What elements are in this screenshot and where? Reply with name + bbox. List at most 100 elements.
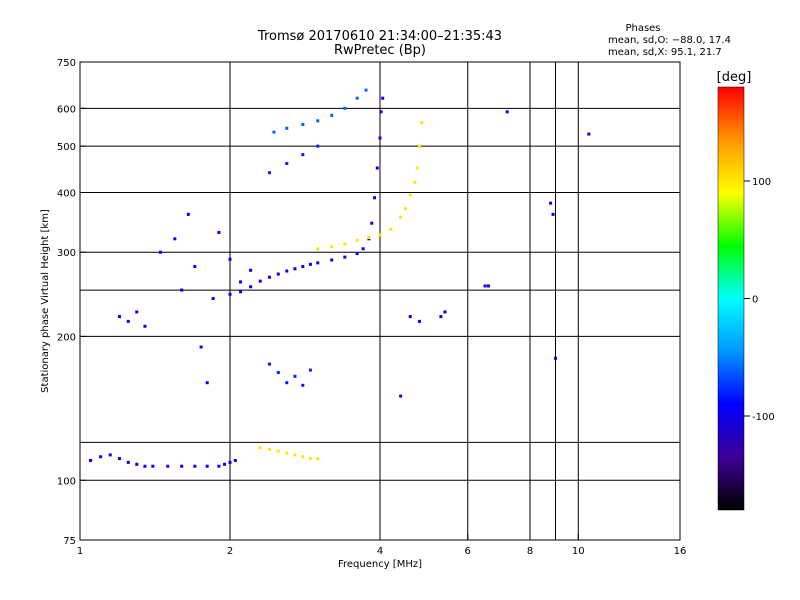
- data-point: [233, 458, 237, 462]
- data-point: [285, 451, 289, 455]
- data-point: [126, 460, 130, 464]
- y-tick-label: 600: [57, 104, 76, 115]
- x-tick-label: 16: [674, 546, 687, 557]
- data-point: [249, 268, 253, 272]
- data-point: [355, 238, 359, 242]
- data-point: [180, 288, 184, 292]
- colorbar-ticks: 100 0 -100: [744, 177, 775, 423]
- data-point: [228, 257, 232, 261]
- series-isolated-returns: [399, 110, 591, 398]
- y-tick-label: 750: [57, 58, 76, 69]
- tick-marks: [79, 61, 681, 541]
- y-axis-label: Stationary phase Virtual Height [km]: [40, 209, 51, 393]
- series-x-mode-E-layer: [258, 446, 320, 461]
- data-point: [408, 315, 412, 319]
- data-point: [267, 362, 271, 366]
- data-point: [211, 297, 215, 301]
- data-point: [276, 449, 280, 453]
- data-point: [205, 381, 209, 385]
- data-point: [126, 319, 130, 323]
- data-point: [135, 310, 139, 314]
- data-point: [301, 455, 305, 459]
- x-tick-labels: 1 2 4 6 8 10 16: [77, 546, 687, 557]
- data-point: [293, 267, 297, 271]
- data-point: [228, 292, 232, 296]
- data-point: [343, 242, 347, 246]
- data-point: [343, 255, 347, 259]
- data-point: [308, 368, 312, 372]
- data-point: [193, 265, 197, 269]
- data-point: [301, 153, 305, 157]
- data-point: [379, 110, 383, 114]
- data-point: [249, 285, 253, 289]
- data-point: [267, 275, 271, 279]
- data-point: [117, 457, 121, 461]
- data-point: [403, 207, 407, 211]
- data-point: [239, 280, 243, 284]
- data-point: [228, 460, 232, 464]
- series-low-frequency-spread: [117, 212, 253, 385]
- data-point: [301, 123, 305, 127]
- x-tick-label: 1: [77, 546, 83, 557]
- chart-subtitle: RwPretec (Bp): [334, 43, 426, 58]
- data-point: [316, 261, 320, 265]
- series-oblique-middle: [267, 144, 320, 175]
- data-point: [316, 119, 320, 123]
- series-oblique-upper: [272, 88, 368, 134]
- data-point: [367, 236, 371, 240]
- x-axis-label: Frequency [MHz]: [338, 559, 422, 570]
- data-point: [483, 284, 487, 288]
- data-point: [276, 272, 280, 276]
- x-tick-label: 8: [527, 546, 533, 557]
- data-point: [408, 193, 412, 197]
- data-point: [143, 324, 147, 328]
- colorbar: [717, 86, 745, 511]
- data-point: [330, 258, 334, 262]
- data-point: [316, 144, 320, 148]
- data-point: [330, 245, 334, 249]
- data-point: [285, 269, 289, 273]
- data-point: [193, 464, 197, 468]
- data-point: [417, 319, 421, 323]
- y-tick-label: 100: [57, 476, 76, 487]
- data-point: [399, 394, 403, 398]
- data-point: [373, 196, 377, 200]
- data-point: [285, 381, 289, 385]
- x-tick-label: 6: [465, 546, 471, 557]
- data-point: [308, 457, 312, 461]
- data-point: [205, 464, 209, 468]
- data-point: [551, 212, 555, 216]
- data-point: [399, 215, 403, 219]
- data-point: [117, 315, 121, 319]
- data-point: [486, 284, 490, 288]
- y-tick-label: 300: [57, 248, 76, 259]
- colorbar-tick-label: 0: [752, 295, 758, 306]
- chart-title: Tromsø 20170610 21:34:00–21:35:43: [257, 29, 502, 44]
- data-point: [587, 132, 591, 136]
- data-point: [443, 310, 447, 314]
- grid-lines: [80, 62, 680, 540]
- y-tick-label: 200: [57, 332, 76, 343]
- data-point: [199, 345, 203, 349]
- data-point: [370, 221, 374, 225]
- data-point: [223, 462, 227, 466]
- data-point: [316, 457, 320, 461]
- data-point: [308, 262, 312, 266]
- data-point: [217, 464, 221, 468]
- y-tick-labels: 75 100 200 300 400 500 600 750: [57, 58, 76, 547]
- data-point: [420, 121, 424, 125]
- data-point: [375, 166, 379, 170]
- y-tick-label: 400: [57, 188, 76, 199]
- data-point: [413, 180, 417, 184]
- data-point: [217, 230, 221, 234]
- series-x-mode-F-layer: [316, 121, 424, 251]
- data-point: [316, 247, 320, 251]
- colorbar-tick-label: 100: [752, 177, 771, 188]
- series-o-mode-E-layer: [89, 453, 237, 468]
- data-point: [258, 279, 262, 283]
- y-tick-label: 500: [57, 142, 76, 153]
- x-tick-label: 4: [377, 546, 383, 557]
- data-point: [389, 227, 393, 231]
- data-point: [276, 371, 280, 375]
